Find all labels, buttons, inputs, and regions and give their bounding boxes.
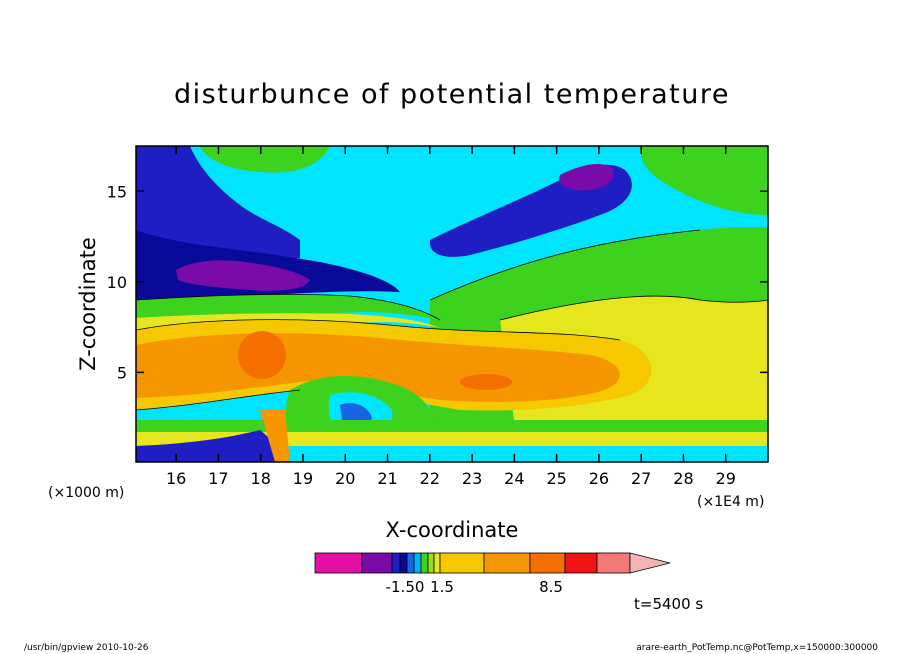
colorbar-swatch <box>427 552 435 574</box>
x-tick-label: 29 <box>716 469 736 488</box>
colorbar-swatch <box>314 552 363 574</box>
chart-title: disturbunce of potential temperature <box>174 79 730 110</box>
contour-field <box>136 146 768 462</box>
x-tick-label: 28 <box>673 469 693 488</box>
footer-right: arare-earth_PotTemp.nc@PotTemp,x=150000:… <box>636 643 878 653</box>
x-tick-label: 17 <box>208 469 228 488</box>
x-tick-label: 21 <box>377 469 397 488</box>
x-units-label: (×1E4 m) <box>697 494 764 510</box>
colorbar-swatch <box>483 552 531 574</box>
x-tick-label: 26 <box>589 469 609 488</box>
x-tick-label: 22 <box>420 469 440 488</box>
x-axis-ticks: 16 17 18 19 20 21 22 23 24 25 26 27 28 29 <box>166 146 736 488</box>
x-tick-label: 19 <box>293 469 313 488</box>
x-tick-label: 27 <box>631 469 651 488</box>
colorbar-label: 8.5 <box>539 578 563 596</box>
colorbar-swatch <box>406 552 415 574</box>
colorbar-swatch <box>361 552 393 574</box>
colorbar-label: 1.5 <box>430 578 454 596</box>
colorbar-swatch <box>413 552 422 574</box>
colorbar-swatch <box>433 552 441 574</box>
x-axis-label: X-coordinate <box>386 518 519 542</box>
footer-left: /usr/bin/gpview 2010-10-26 <box>24 643 149 653</box>
x-tick-label: 24 <box>504 469 524 488</box>
x-tick-label: 23 <box>462 469 482 488</box>
colorbar-swatch <box>439 552 485 574</box>
colorbar: -1.50 1.5 8.5 <box>314 552 671 596</box>
colorbar-swatch <box>391 552 401 574</box>
colorbar-arrow <box>629 552 671 574</box>
x-tick-label: 16 <box>166 469 186 488</box>
colorbar-swatch <box>596 552 631 574</box>
x-tick-label: 18 <box>251 469 271 488</box>
y-axis-label: Z-coordinate <box>76 237 100 371</box>
x-tick-label: 25 <box>546 469 566 488</box>
x-tick-label: 20 <box>335 469 355 488</box>
colorbar-swatch <box>564 552 598 574</box>
colorbar-swatch <box>399 552 408 574</box>
colorbar-swatch <box>420 552 429 574</box>
y-units-label: (×1000 m) <box>48 485 124 501</box>
colorbar-label: -1.50 <box>386 578 425 596</box>
colorbar-swatch <box>529 552 566 574</box>
plot-frame <box>135 145 769 463</box>
y-tick-label: 10 <box>107 273 127 292</box>
time-label: t=5400 s <box>634 595 703 613</box>
y-tick-label: 5 <box>117 363 127 382</box>
y-tick-label: 15 <box>107 182 127 201</box>
y-axis-ticks: 5 10 15 <box>107 182 768 382</box>
